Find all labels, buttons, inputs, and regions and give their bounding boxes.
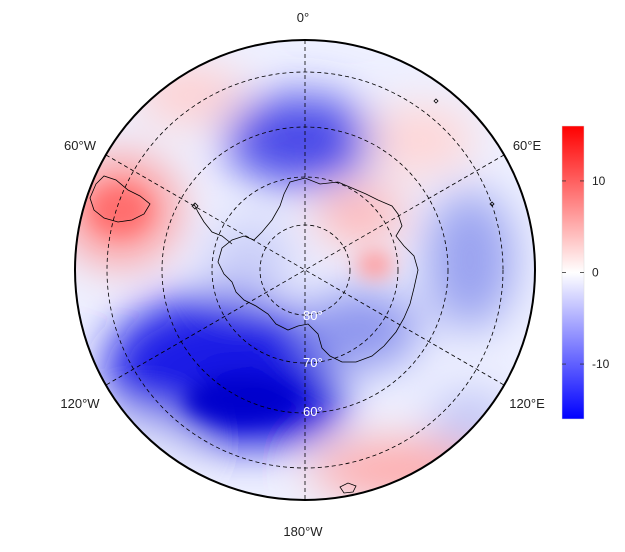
antarctica-coastline xyxy=(217,177,419,363)
lat-circle-70 xyxy=(211,176,399,364)
island-1 xyxy=(191,202,199,210)
anomaly-field xyxy=(75,40,535,500)
south-america-coastline xyxy=(89,175,151,223)
colorbar-ticks: 10 0 -10 xyxy=(562,174,610,371)
lat-label-80: 80° xyxy=(303,308,323,323)
colorbar: 10 0 -10 xyxy=(561,125,610,420)
colorbar-tick-label-1: 0 xyxy=(592,266,599,280)
lat-label-70: 70° xyxy=(303,355,323,370)
coastlines xyxy=(89,98,495,494)
lon-label-top: 0° xyxy=(297,10,309,25)
island-2 xyxy=(339,482,357,494)
lon-label-upper-right: 60°E xyxy=(513,138,542,153)
island-3 xyxy=(489,201,495,207)
colorbar-tick-label-2: -10 xyxy=(592,357,610,371)
island-4 xyxy=(433,98,439,104)
lon-label-lower-right: 120°E xyxy=(509,396,545,411)
lon-label-lower-left: 120°W xyxy=(60,396,100,411)
map-boundary xyxy=(74,39,536,501)
lon-label-bottom: 180°W xyxy=(283,524,323,539)
graticule xyxy=(105,40,505,500)
lat-label-60: 60° xyxy=(303,404,323,419)
antarctic-peninsula-coastline xyxy=(193,203,233,245)
lon-label-upper-left: 60°W xyxy=(64,138,97,153)
colorbar-tick-label-0: 10 xyxy=(592,174,606,188)
